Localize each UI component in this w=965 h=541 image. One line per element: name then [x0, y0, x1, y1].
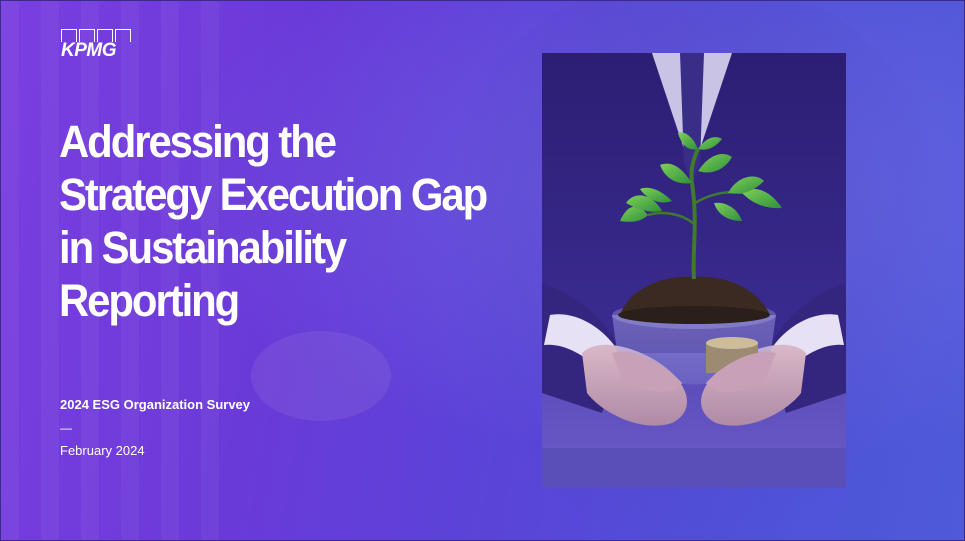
logo-text: KPMG: [61, 40, 117, 61]
separator-dash: —: [60, 421, 72, 435]
background-hand-shape: [251, 331, 391, 421]
background-window-pattern: [1, 1, 231, 540]
kpmg-logo: KPMG: [61, 29, 133, 61]
plant-photo-illustration: [542, 53, 846, 488]
survey-subtitle: 2024 ESG Organization Survey: [60, 397, 251, 412]
logo-boxes-icon: [61, 29, 133, 42]
publication-date: February 2024: [60, 443, 145, 458]
slide-title: Addressing the Strategy Execution Gap in…: [59, 116, 488, 326]
plant-in-hands-photo: [542, 53, 846, 488]
